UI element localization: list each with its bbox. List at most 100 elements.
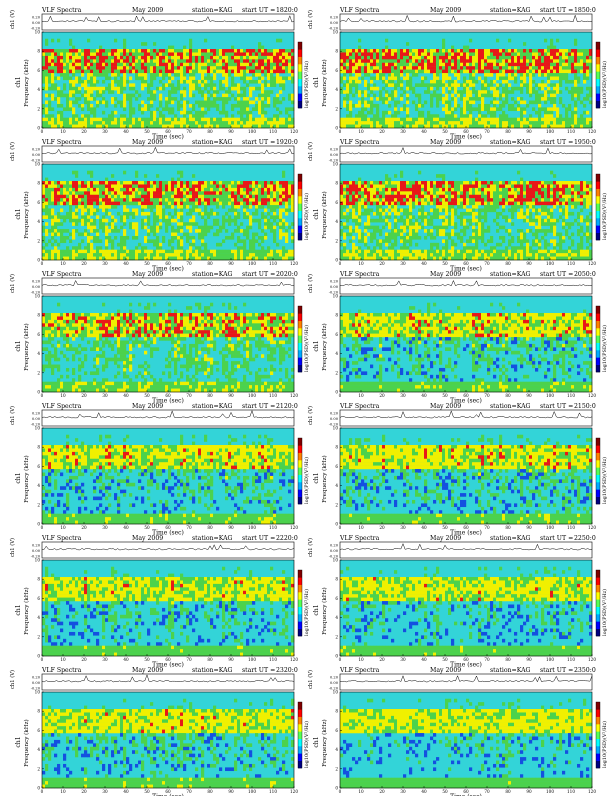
heatmap-cell (231, 195, 234, 199)
heatmap-cell (96, 236, 99, 240)
heatmap-cell (195, 87, 198, 91)
heatmap-cell (189, 90, 192, 94)
heatmap-cell (186, 52, 189, 56)
x-tick-label: 30 (400, 129, 406, 134)
heatmap-cell (421, 49, 424, 53)
heatmap-cell (505, 94, 508, 98)
heatmap-cell (42, 229, 45, 233)
heatmap-cell (66, 56, 69, 60)
heatmap-cell (276, 49, 279, 53)
heatmap-cell (526, 52, 529, 56)
heatmap-cell (340, 87, 343, 91)
heatmap-cell (279, 233, 282, 237)
heatmap-cell (246, 118, 249, 122)
heatmap-cell (373, 233, 376, 237)
heatmap-cell (285, 222, 288, 226)
heatmap-cell (228, 90, 231, 94)
heatmap-cell (439, 97, 442, 101)
heatmap-cell (93, 76, 96, 80)
heatmap-cell (379, 49, 382, 53)
heatmap-cell (285, 202, 288, 206)
heatmap-cell (222, 125, 225, 129)
x-tick-label: 70 (484, 129, 490, 134)
heatmap-cell (204, 233, 207, 237)
heatmap-cell (84, 215, 87, 219)
heatmap-cell (189, 236, 192, 240)
heatmap-cell (418, 114, 421, 118)
heatmap-cell (237, 125, 240, 129)
heatmap-cell (129, 195, 132, 199)
heatmap-cell (276, 188, 279, 192)
heatmap-cell (234, 121, 237, 125)
heatmap-cell (81, 198, 84, 202)
heatmap-cell (282, 208, 285, 212)
heatmap-cell (120, 80, 123, 84)
heatmap-cell (60, 229, 63, 233)
heatmap-cell (171, 70, 174, 74)
heatmap-cell (99, 49, 102, 53)
heatmap-cell (279, 226, 282, 230)
heatmap-cell (63, 198, 66, 202)
heatmap-cell (574, 76, 577, 80)
heatmap-cell (138, 76, 141, 80)
heatmap-cell (246, 66, 249, 70)
heatmap-cell (45, 212, 48, 216)
heatmap-cell (415, 73, 418, 77)
heatmap-cell (514, 59, 517, 63)
heatmap-cell (520, 118, 523, 122)
heatmap-cell (123, 97, 126, 101)
heatmap-cell (355, 250, 358, 254)
heatmap-cell (445, 101, 448, 105)
heatmap-cell (358, 233, 361, 237)
heatmap-cell (45, 39, 48, 43)
heatmap-cell (472, 97, 475, 101)
heatmap-cell (180, 250, 183, 254)
heatmap-cell (105, 233, 108, 237)
heatmap-cell (135, 171, 138, 175)
heatmap-cell (102, 205, 105, 209)
heatmap-cell (90, 250, 93, 254)
heatmap-cell (279, 184, 282, 188)
heatmap-cell (343, 198, 346, 202)
heatmap-cell (90, 107, 93, 111)
heatmap-cell (201, 253, 204, 257)
heatmap-cell (388, 195, 391, 199)
heatmap-cell (364, 70, 367, 74)
heatmap-cell (270, 181, 273, 185)
heatmap-cell (48, 253, 51, 257)
heatmap-cell (231, 208, 234, 212)
heatmap-cell (75, 229, 78, 233)
heatmap-cell (267, 94, 270, 98)
heatmap-cell (246, 59, 249, 63)
heatmap-cell (126, 70, 129, 74)
heatmap-cell (48, 191, 51, 195)
heatmap-cell (153, 219, 156, 223)
heatmap-cell (288, 63, 291, 67)
heatmap-cell (135, 236, 138, 240)
heatmap-cell (264, 195, 267, 199)
heatmap-cell (150, 70, 153, 74)
heatmap-cell (132, 257, 135, 261)
heatmap-cell (138, 253, 141, 257)
heatmap-cell (111, 181, 114, 185)
heatmap-cell (150, 49, 153, 53)
heatmap-cell (156, 184, 159, 188)
heatmap-cell (574, 121, 577, 125)
heatmap-cell (538, 52, 541, 56)
heatmap-cell (406, 63, 409, 67)
heatmap-cell (273, 70, 276, 74)
heatmap-cell (556, 125, 559, 129)
heatmap-cell (225, 80, 228, 84)
heatmap-cell (261, 198, 264, 202)
heatmap-cell (577, 49, 580, 53)
heatmap-cell (60, 253, 63, 257)
heatmap-cell (553, 49, 556, 53)
heatmap-cell (454, 73, 457, 77)
heatmap-cell (42, 87, 45, 91)
heatmap-cell (282, 250, 285, 254)
heatmap-cell (343, 104, 346, 108)
heatmap-cell (478, 121, 481, 125)
heatmap-cell (66, 191, 69, 195)
heatmap-cell (57, 118, 60, 122)
